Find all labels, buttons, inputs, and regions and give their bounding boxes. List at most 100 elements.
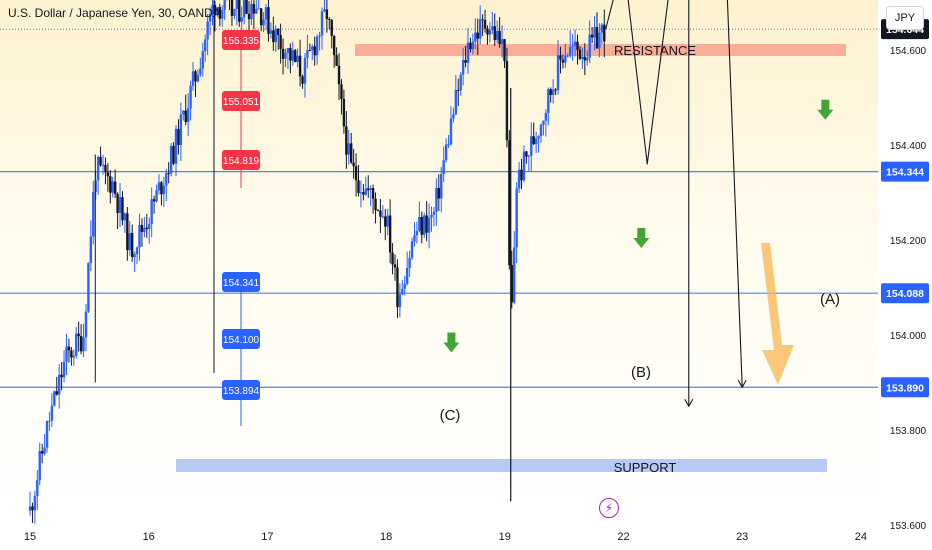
candle-body <box>172 146 175 164</box>
candle-body <box>408 257 411 269</box>
candle-body <box>36 480 39 497</box>
candle-body <box>45 420 49 448</box>
candle-body <box>471 41 475 50</box>
lower-level-label-box <box>222 329 260 349</box>
candle-body <box>31 506 34 511</box>
candle-body <box>525 151 528 157</box>
down-arrow-green <box>443 332 460 353</box>
x-tick-label: 15 <box>24 531 36 543</box>
candle-body <box>323 9 326 12</box>
candle-body <box>131 233 134 258</box>
candle-body <box>469 42 472 50</box>
candle-body <box>595 27 599 49</box>
candle-body <box>359 192 363 194</box>
candle-body <box>437 188 441 199</box>
candle-body <box>48 420 51 422</box>
candle-body <box>425 215 428 233</box>
time-axis-background <box>0 525 878 550</box>
candle-body <box>452 114 455 119</box>
lower-level-label-box <box>222 272 260 292</box>
candle-body <box>320 11 324 36</box>
candle-body <box>520 169 523 181</box>
candle-body <box>367 188 370 191</box>
candle-body <box>186 108 190 123</box>
candle-body <box>564 55 567 63</box>
candle-body <box>530 136 533 156</box>
y-tick-label: 153.600 <box>890 521 927 532</box>
candle-body <box>588 34 591 58</box>
candle-body <box>303 57 307 84</box>
candle-body <box>99 157 102 166</box>
candle-body <box>505 61 509 141</box>
candle-body <box>165 173 168 186</box>
candle-body <box>328 19 331 21</box>
candle-body <box>415 230 419 236</box>
projection-arrowhead <box>737 379 747 389</box>
candle-body <box>569 46 572 56</box>
candle-body <box>454 89 458 115</box>
candle-body <box>269 30 273 34</box>
candle-body <box>337 65 341 85</box>
candle-body <box>65 346 68 362</box>
candle-body <box>208 14 212 22</box>
candle-body <box>483 19 487 29</box>
candle-body <box>262 19 265 26</box>
candle-body <box>123 213 127 221</box>
lower-level-label: 154.100 <box>223 335 260 346</box>
candle-body <box>444 144 448 161</box>
lightning-icon[interactable]: ⚡ <box>599 498 619 518</box>
candle-body <box>418 216 421 231</box>
candle-body <box>598 32 601 49</box>
candle-body <box>586 57 589 61</box>
candle-body <box>106 172 110 177</box>
candle-body <box>581 56 584 59</box>
candle-body <box>33 496 37 511</box>
candle-body <box>152 199 156 202</box>
candle-body <box>160 182 163 195</box>
candle-body <box>143 227 146 232</box>
candle-body <box>101 164 105 166</box>
candle-body <box>291 50 295 61</box>
candle-body <box>401 288 404 295</box>
x-tick-label: 24 <box>855 531 867 543</box>
candle-body <box>517 169 521 189</box>
candle-body <box>571 46 574 48</box>
candle-body <box>196 74 200 82</box>
currency-button[interactable]: JPY <box>886 6 924 30</box>
candle-body <box>576 41 579 50</box>
candle-body <box>267 7 270 34</box>
candle-body <box>335 55 338 66</box>
candle-body <box>478 19 482 39</box>
candle-body <box>556 55 560 90</box>
x-tick-label: 19 <box>499 531 511 543</box>
candle-body <box>133 254 136 258</box>
candle-body <box>75 333 78 356</box>
candle-body <box>413 235 416 242</box>
upper-level-label-box <box>222 30 260 50</box>
candle-body <box>233 9 236 16</box>
candle-body <box>259 8 263 26</box>
candle-body <box>72 355 76 358</box>
candle-body <box>194 71 197 82</box>
support-price-label: 154.088 <box>886 288 924 300</box>
candle-body <box>70 350 73 358</box>
candle-body <box>67 346 71 351</box>
candle-body <box>145 227 149 230</box>
candle-body <box>393 264 397 268</box>
candle-body <box>573 41 577 47</box>
support-price-label-badge <box>881 377 929 398</box>
candle-body <box>457 89 460 91</box>
candle-body <box>476 32 479 39</box>
down-arrow-green <box>633 228 650 248</box>
candle-body <box>491 26 494 31</box>
upper-level-label: 154.819 <box>223 156 260 167</box>
candle-body <box>274 28 277 43</box>
candle-body <box>296 55 299 62</box>
candle-body <box>53 391 56 406</box>
candle-body <box>189 85 192 109</box>
candle-body <box>281 48 285 59</box>
support-price-label: 153.890 <box>886 382 924 394</box>
chart-background <box>0 0 878 525</box>
candle-body <box>374 198 377 211</box>
